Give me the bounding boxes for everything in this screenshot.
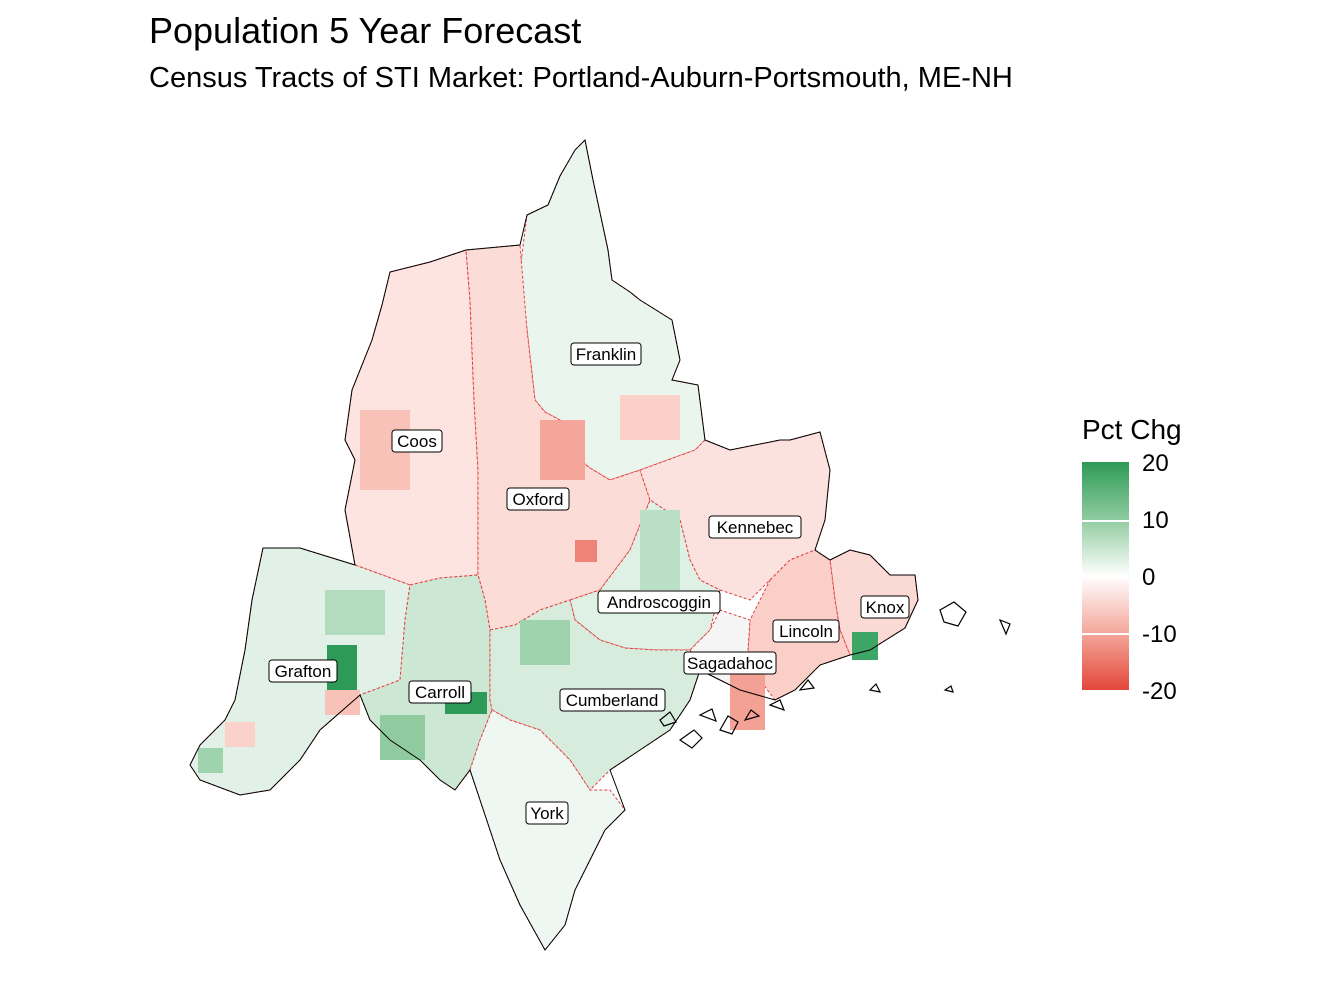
county-labels: Franklin Coos Oxford Kennebec Androscogg… — [268, 342, 910, 825]
tract-red — [540, 420, 585, 480]
county-name: Coos — [397, 432, 437, 451]
legend-tick-label: -10 — [1142, 621, 1177, 648]
label-cumberland: Cumberland — [559, 688, 666, 712]
tract-green — [325, 590, 385, 635]
label-carroll: Carroll — [408, 680, 472, 704]
label-oxford: Oxford — [506, 487, 570, 511]
market-outline — [189, 138, 919, 951]
tract-red — [225, 722, 255, 747]
legend-tick-mark — [1082, 576, 1129, 578]
tract-dark-green — [852, 632, 878, 660]
tract-patches — [198, 395, 878, 773]
tract-green — [640, 510, 680, 590]
county-name: Grafton — [275, 662, 332, 681]
label-york: York — [525, 801, 569, 825]
coastal-islands — [659, 601, 1011, 749]
county-polygons — [189, 138, 919, 951]
label-lincoln: Lincoln — [772, 619, 840, 643]
legend-tick-label: 20 — [1142, 450, 1169, 477]
map-subtitle: Census Tracts of STI Market: Portland-Au… — [149, 62, 1013, 94]
label-coos: Coos — [391, 429, 443, 453]
county-name: Kennebec — [717, 518, 794, 537]
county-name: Oxford — [512, 490, 563, 509]
tract-green — [520, 620, 570, 665]
map-title: Population 5 Year Forecast — [149, 10, 582, 51]
label-grafton: Grafton — [268, 659, 338, 683]
county-name: York — [530, 804, 564, 823]
label-androscoggin: Androscoggin — [597, 590, 721, 614]
legend-tick-mark — [1082, 520, 1129, 522]
legend-title: Pct Chg — [1082, 414, 1182, 445]
tract-red — [620, 395, 680, 440]
label-kennebec: Kennebec — [708, 515, 802, 539]
tract-red — [575, 540, 597, 562]
label-franklin: Franklin — [570, 342, 642, 366]
county-name: Franklin — [576, 345, 636, 364]
county-name: Androscoggin — [607, 593, 711, 612]
county-name: Knox — [866, 598, 905, 617]
label-sagadahoc: Sagadahoc — [683, 651, 777, 675]
county-name: Carroll — [415, 683, 465, 702]
tract-red — [325, 690, 360, 715]
county-name: Sagadahoc — [687, 654, 774, 673]
label-knox: Knox — [860, 595, 910, 619]
legend-tick-label: 10 — [1142, 507, 1169, 534]
county-name: Lincoln — [779, 622, 833, 641]
legend-tick-label: -20 — [1142, 678, 1177, 705]
tract-green — [380, 715, 425, 760]
county-name: Cumberland — [566, 691, 659, 710]
legend-tick-mark — [1082, 633, 1129, 635]
tract-green — [198, 748, 223, 773]
legend-tick-label: 0 — [1142, 564, 1156, 591]
